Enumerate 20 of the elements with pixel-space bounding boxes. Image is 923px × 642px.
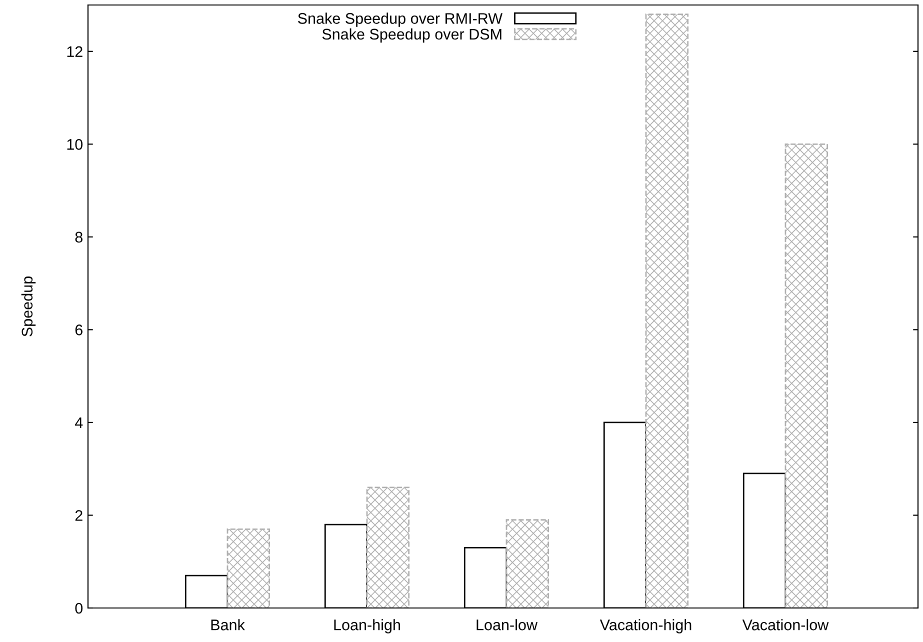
- bar: [366, 486, 410, 608]
- bar: [506, 519, 550, 608]
- x-tick-label: Vacation-high: [600, 619, 692, 634]
- x-tick-label: Loan-low: [476, 619, 538, 630]
- x-tick-label: Loan-high: [334, 619, 400, 634]
- y-tick-label: 12: [67, 46, 82, 57]
- x-tick-label: Vacation-low: [742, 619, 829, 630]
- legend-label: Snake Speedup over RMI-RW: [298, 12, 502, 27]
- y-tick-label: 6: [75, 324, 82, 336]
- x-tick-label: Bank: [211, 619, 245, 630]
- bar: [784, 143, 828, 608]
- y-axis-title: Speedup: [21, 276, 36, 336]
- y-tick-label: 8: [75, 232, 82, 243]
- y-tick-label: 0: [75, 602, 83, 614]
- bar: [226, 528, 270, 608]
- y-tick-label: 10: [67, 139, 83, 150]
- y-tick-label: 4: [74, 417, 83, 428]
- bar: [645, 14, 689, 608]
- legend-label: Snake Speedup over DSM: [322, 28, 502, 43]
- y-tick-label: 2: [75, 510, 82, 521]
